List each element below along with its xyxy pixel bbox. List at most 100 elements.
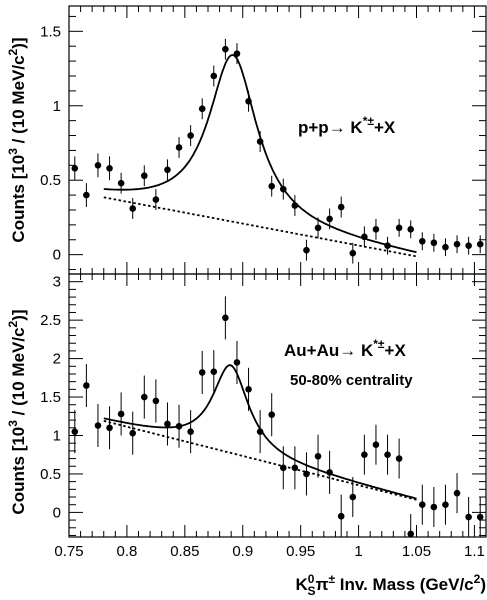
signal-fit-curve	[104, 55, 417, 252]
data-point	[106, 165, 113, 172]
data-point	[268, 411, 275, 418]
data-point	[280, 464, 287, 471]
data-point	[187, 428, 194, 435]
x-tick-label: 0.75	[54, 543, 83, 560]
data-point	[222, 46, 229, 53]
x-tick-label: 1	[354, 543, 362, 560]
x-tick-label: 0.85	[170, 543, 199, 560]
x-tick-label: 1.05	[402, 543, 431, 560]
x-axis-label: K0 Sπ± Inv. Mass (GeV/c2)	[295, 572, 486, 598]
fit-curves-pp	[104, 55, 417, 256]
data-point	[384, 242, 391, 249]
subtitle-centrality: 50-80% centrality	[290, 372, 413, 389]
data-point	[164, 421, 171, 428]
x-tick-label: 0.8	[116, 543, 137, 560]
data-point	[83, 382, 90, 389]
x-tick-label: 0.9	[232, 543, 253, 560]
y-tick-label: 2.5	[40, 312, 61, 329]
data-point	[118, 411, 125, 418]
panel-pp: 0 0.5 1 1.5 p+p→ K*±+X	[40, 6, 486, 274]
plot-frame-pp	[69, 6, 486, 274]
data-point	[373, 441, 380, 448]
data-point	[129, 205, 136, 212]
y-tick-label: 0	[53, 247, 61, 264]
data-point	[71, 428, 78, 435]
data-point	[373, 226, 380, 233]
data-point	[465, 242, 472, 249]
data-point	[245, 386, 252, 393]
data-point	[407, 226, 414, 233]
data-point	[442, 244, 449, 251]
y-tick-label: 2	[53, 351, 61, 368]
data-point	[176, 423, 183, 430]
data-point	[407, 531, 414, 538]
data-point	[477, 514, 484, 521]
data-point	[361, 233, 368, 240]
data-point	[396, 225, 403, 232]
data-point	[303, 471, 310, 478]
data-point	[315, 453, 322, 460]
annotation-pp: p+p→ K*±+X	[298, 114, 396, 137]
y-tick-label: 1.5	[40, 23, 61, 40]
data-point	[199, 105, 206, 112]
data-point	[153, 196, 160, 203]
data-point	[280, 186, 287, 193]
data-point	[454, 241, 461, 248]
data-point	[71, 165, 78, 172]
data-point	[268, 183, 275, 190]
data-point	[141, 172, 148, 179]
data-point	[442, 501, 449, 508]
data-point	[234, 359, 241, 366]
data-point	[176, 144, 183, 151]
data-point	[141, 394, 148, 401]
annotation-auau: Au+Au→ K*±+X	[284, 337, 406, 360]
data-point	[465, 514, 472, 521]
data-points-auau	[71, 296, 483, 537]
data-point	[292, 464, 299, 471]
data-point	[257, 138, 264, 145]
data-point	[326, 216, 333, 223]
y-tick-label: 0.5	[40, 172, 61, 189]
data-point	[338, 204, 345, 211]
data-point	[164, 166, 171, 173]
y-tick-label: 1	[53, 427, 61, 444]
axis-ticks-auau: 0 0.5 1 1.5 2 2.5 3 0.75 0.8 0.85 0.9 0.95 1 1.05 1.1	[40, 274, 486, 560]
data-point	[419, 238, 426, 245]
data-point	[349, 250, 356, 257]
data-point	[210, 368, 217, 375]
data-point	[83, 192, 90, 199]
data-point	[396, 455, 403, 462]
plot-frame-auau	[69, 274, 486, 537]
data-point	[118, 180, 125, 187]
data-point	[222, 315, 229, 322]
y-tick-label: 1.5	[40, 389, 61, 406]
y-axis-label-auau: Counts [103 / (10 MeV/c2)]	[6, 309, 28, 514]
data-point	[153, 398, 160, 405]
y-tick-label: 0	[53, 504, 61, 521]
data-point	[326, 469, 333, 476]
data-point	[303, 247, 310, 254]
background-fit-line	[104, 197, 417, 256]
data-point	[234, 50, 241, 57]
data-point	[187, 132, 194, 139]
axis-ticks-pp: 0 0.5 1 1.5	[40, 6, 486, 274]
data-point	[315, 225, 322, 232]
y-tick-label: 3	[53, 274, 61, 291]
data-point	[106, 425, 113, 432]
data-point	[338, 513, 345, 520]
y-axis-label-pp: Counts [103 / (10 MeV/c2)]	[6, 37, 28, 242]
data-point	[95, 162, 102, 169]
panel-auau: 00.511.522.530.75 0.8 0.85 0.9 0.95 1 1.05 1.1 …	[40, 274, 486, 560]
y-tick-label: 0.5	[40, 466, 61, 483]
data-point	[245, 98, 252, 105]
data-point	[210, 73, 217, 80]
data-point	[477, 241, 484, 248]
y-tick-label: 1	[53, 98, 61, 115]
data-point	[257, 428, 264, 435]
data-point	[199, 369, 206, 376]
data-point	[292, 202, 299, 209]
data-point	[454, 490, 461, 497]
data-point	[419, 501, 426, 508]
data-point	[431, 239, 438, 246]
